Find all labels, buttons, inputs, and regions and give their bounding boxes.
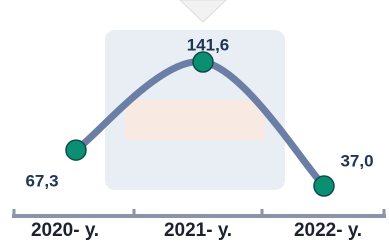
data-label: 141,6 (187, 35, 230, 54)
x-tick-label: 2020- у. (31, 220, 99, 241)
top-arrow (180, 0, 226, 22)
x-tick-label: 2022- у. (294, 220, 362, 241)
point (314, 176, 334, 196)
data-label: 37,0 (340, 151, 373, 170)
data-label: 67,3 (25, 172, 58, 191)
point (193, 52, 213, 72)
x-tick-label: 2021- у. (164, 220, 232, 241)
point (66, 140, 86, 160)
chart: 67,3 141,6 37,0 2020- у. 2021- у. 2022- у. (0, 0, 389, 243)
